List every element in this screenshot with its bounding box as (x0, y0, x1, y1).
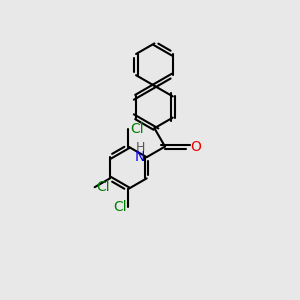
Text: Cl: Cl (96, 180, 110, 194)
Text: Cl: Cl (113, 200, 127, 214)
Text: O: O (190, 140, 201, 154)
Text: Cl: Cl (130, 122, 143, 136)
Text: H: H (136, 141, 145, 154)
Text: N: N (135, 150, 145, 164)
